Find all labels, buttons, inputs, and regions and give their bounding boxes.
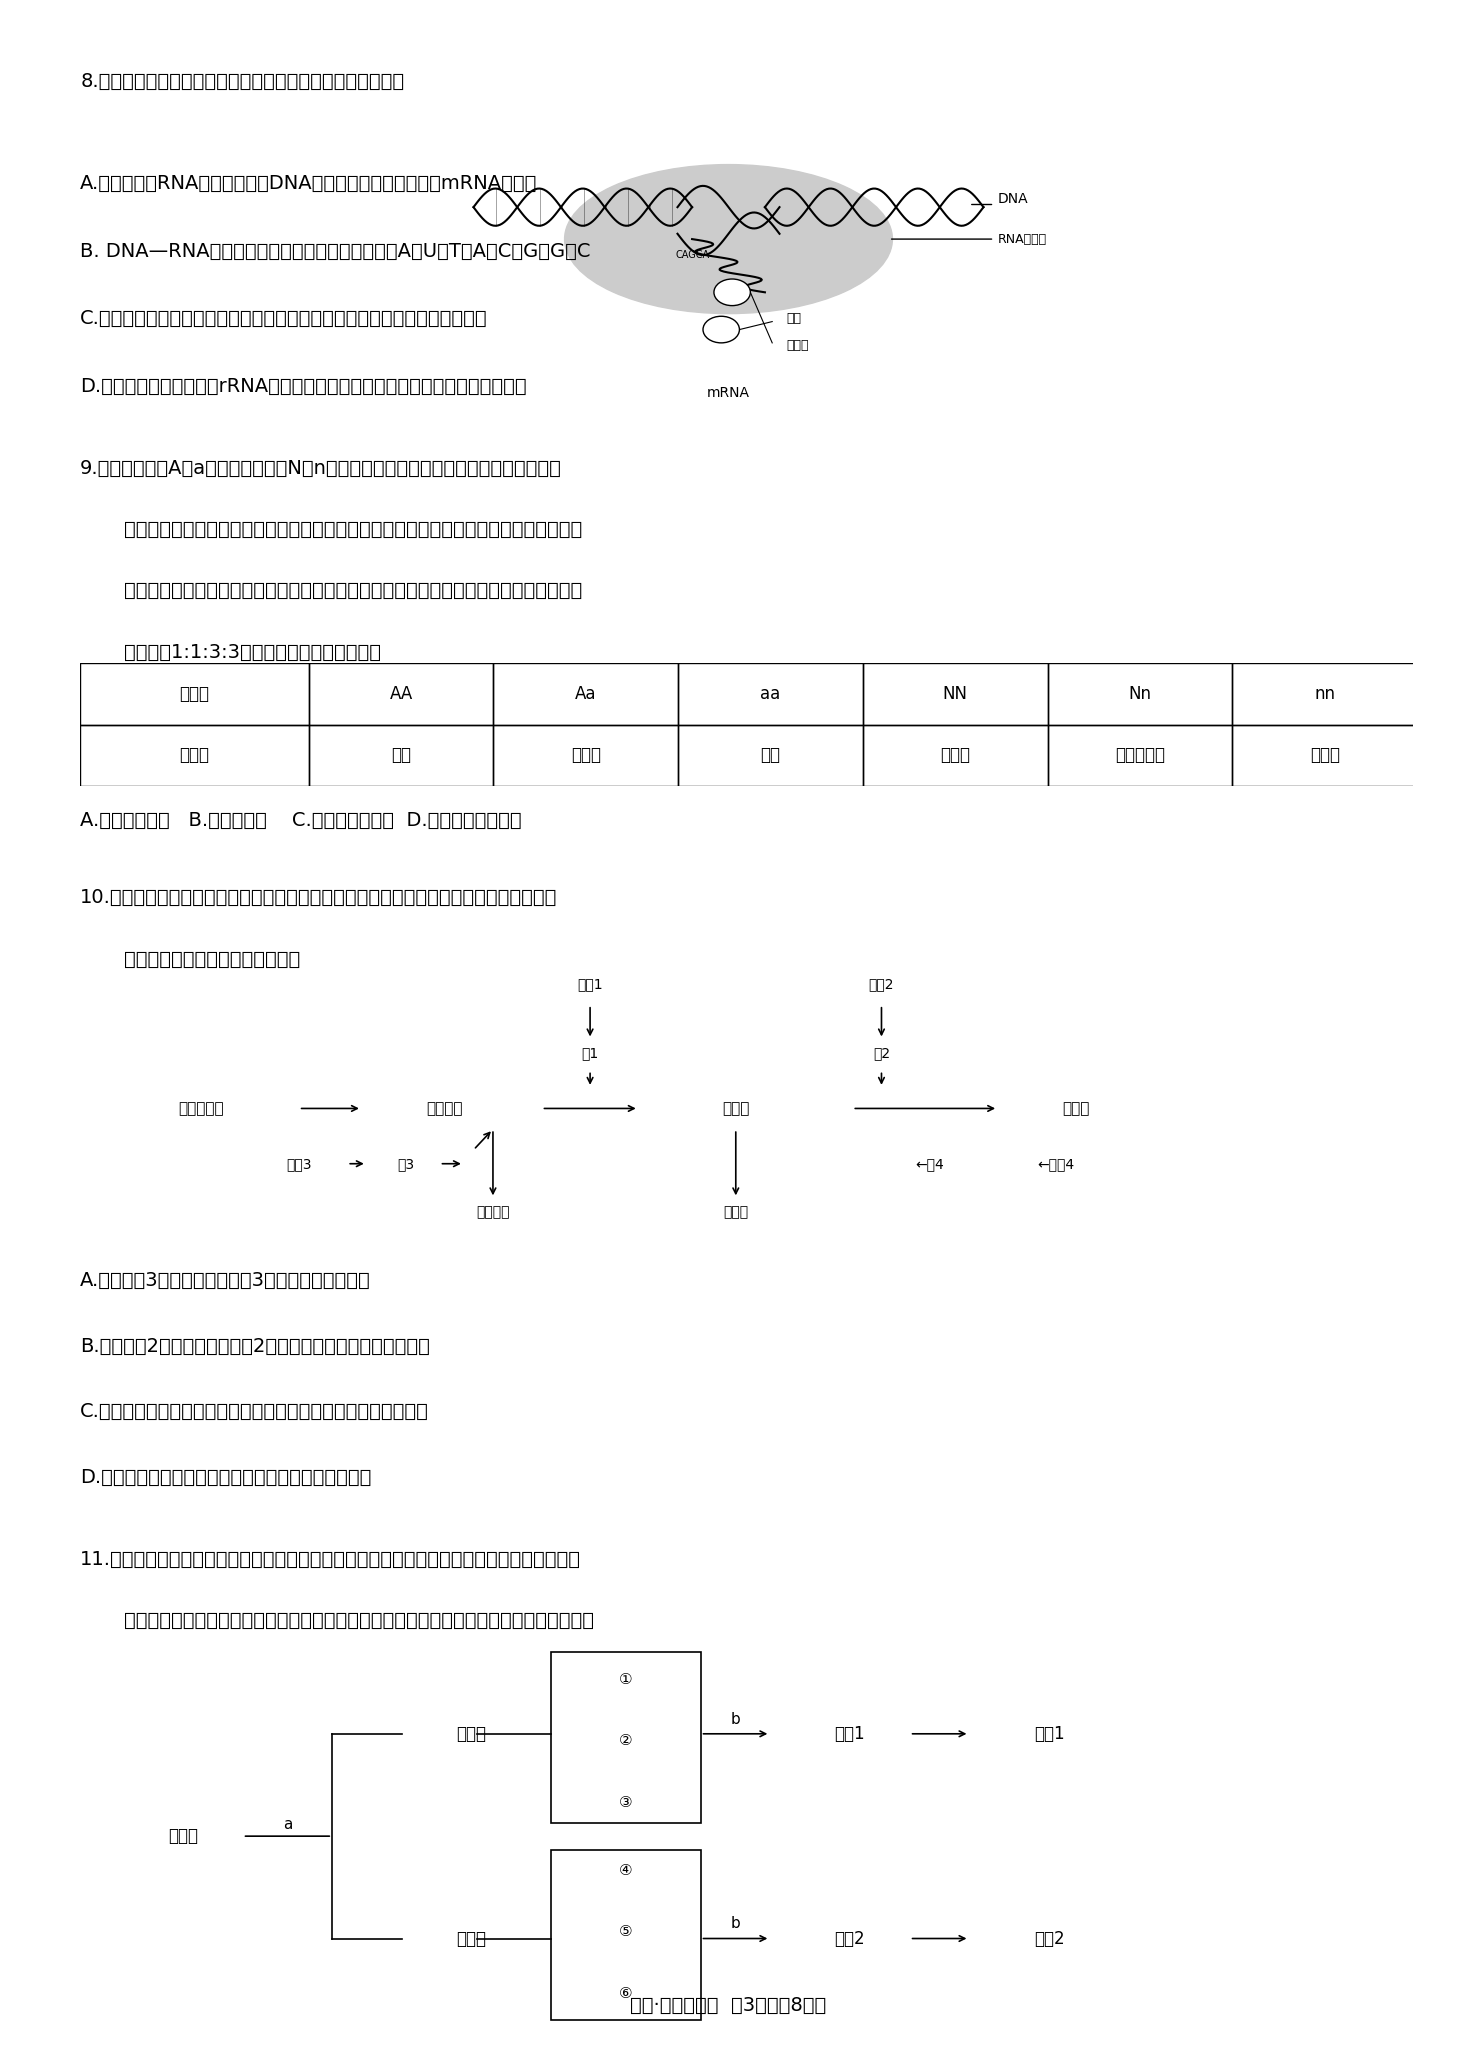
Text: D.由苯丙氨酸合成多巴胺的过程受多对等位基因的控制: D.由苯丙氨酸合成多巴胺的过程受多对等位基因的控制 [80,1468,372,1486]
Text: 苯丙酮酸: 苯丙酮酸 [476,1206,510,1220]
Text: 基因型: 基因型 [179,686,210,702]
Text: C.这些基因通过控制酶的合成来控制代谢过程，从而控制生物性状: C.这些基因通过控制酶的合成来控制代谢过程，从而控制生物性状 [80,1402,428,1421]
Text: 物种1: 物种1 [1033,1726,1065,1742]
Text: 粉红色: 粉红色 [571,747,600,764]
Text: 所得后代表现型及其比例为：粉红色中间型花瓣：粉红色宽花瓣：白色中间型花瓣：白色: 所得后代表现型及其比例为：粉红色中间型花瓣：粉红色宽花瓣：白色中间型花瓣：白色 [124,581,583,600]
Text: ②: ② [619,1734,632,1748]
Text: A.人体基因3突变导致缺乏酵㌉3可能导致苯丙酮尿症: A.人体基因3突变导致缺乏酵㌉3可能导致苯丙酮尿症 [80,1271,372,1290]
Text: b: b [730,1916,740,1930]
Bar [1233,663,1418,725]
Text: ③: ③ [619,1795,632,1810]
Text: b: b [730,1711,740,1726]
Text: DNA: DNA [998,192,1029,207]
Text: B.人体基因2突变导致缺乏酵㌉2会使黑色素合成受阻而患白化病: B.人体基因2突变导致缺乏酵㌉2会使黑色素合成受阻而患白化病 [80,1337,430,1355]
Text: 高一·生物学试题  第3页（共8页）: 高一·生物学试题 第3页（共8页） [631,1996,826,2014]
Text: NN: NN [943,686,967,702]
Text: 9.某种植物基因A、a控制花色，基因N、n控制花瓣形状，其基因型和表现型的关系如下: 9.某种植物基因A、a控制花色，基因N、n控制花瓣形状，其基因型和表现型的关系如… [80,459,562,477]
Text: 宽花瓣＝1:1:3:3。该植株的表现型最可能是: 宽花瓣＝1:1:3:3。该植株的表现型最可能是 [124,643,380,661]
Text: 基因1: 基因1 [577,976,603,991]
Text: ⑥: ⑥ [619,1986,632,2000]
Text: 基因3: 基因3 [286,1157,312,1171]
Bar [1048,725,1233,786]
Text: 黑色素: 黑色素 [1062,1101,1090,1116]
Text: D.图中的核糖体组成成分rRNA可以携带不同的氨基酸参与脂水缩合反应生成多肽: D.图中的核糖体组成成分rRNA可以携带不同的氨基酸参与脂水缩合反应生成多肽 [80,377,527,395]
Text: aa: aa [761,686,781,702]
Bar [1048,663,1233,725]
Text: 原种群: 原种群 [168,1828,198,1844]
Text: mRNA: mRNA [707,387,750,401]
Text: 中间型花瓣: 中间型花瓣 [1115,747,1166,764]
Bar [494,725,678,786]
Text: CAGCA: CAGCA [675,250,710,260]
Bar [309,725,494,786]
Bar [678,725,863,786]
Text: A.该过程中，RNA聚合酶既能使DNA双螺旋解开，又能够进行mRNA的合成: A.该过程中，RNA聚合酶既能使DNA双螺旋解开，又能够进行mRNA的合成 [80,174,538,192]
Text: 白色: 白色 [761,747,781,764]
Text: 酶3: 酶3 [396,1157,414,1171]
Text: 窄花瓣: 窄花瓣 [940,747,970,764]
Text: AA: AA [389,686,412,702]
Text: 品系1: 品系1 [835,1726,865,1742]
Text: ⑤: ⑤ [619,1924,632,1939]
Bar [1233,725,1418,786]
Text: 品系2: 品系2 [835,1930,865,1947]
Text: Aa: Aa [576,686,596,702]
Text: 酶2: 酶2 [873,1046,890,1060]
Bar [80,725,309,786]
Text: B. DNA—RNA杂合双链区中碗基互补配对的方式是A－U、T－A、C－G和G－C: B. DNA—RNA杂合双链区中碗基互补配对的方式是A－U、T－A、C－G和G－… [80,242,590,260]
Circle shape [704,317,740,342]
Text: 多巴胺: 多巴胺 [723,1206,749,1220]
Text: 表，已知两对基因在非同源某色体上。某植株与白色宽花瓣植株杂交得到子代，子代测交: 表，已知两对基因在非同源某色体上。某植株与白色宽花瓣植株杂交得到子代，子代测交 [124,520,583,538]
Text: ④: ④ [619,1863,632,1877]
Text: 基因2: 基因2 [868,976,895,991]
Bar [678,663,863,725]
Text: 肽链: 肽链 [787,313,801,325]
Bar [863,725,1048,786]
Bar [309,663,494,725]
Text: a: a [283,1818,291,1832]
Text: 宽花瓣: 宽花瓣 [1310,747,1340,764]
Text: 表现型: 表现型 [179,747,210,764]
Text: 苯丙氨酸: 苯丙氨酸 [425,1101,463,1116]
Text: 物种2: 物种2 [1033,1930,1065,1947]
Text: 食物蛋白质: 食物蛋白质 [179,1101,224,1116]
Ellipse shape [564,164,892,313]
Bar [494,663,678,725]
Text: 一些代谢途径，据图分析错误的是: 一些代谢途径，据图分析错误的是 [124,950,300,968]
Text: A.粉红色窄花瓣   B.红色窄花瓣    C.白色中间型花瓣  D.粉红色中间型花瓣: A.粉红色窄花瓣 B.红色窄花瓣 C.白色中间型花瓣 D.粉红色中间型花瓣 [80,811,522,829]
Text: RNA聚合酶: RNA聚合酶 [998,233,1048,246]
Bar [551,1850,701,2020]
Bar [551,1652,701,1822]
Text: ←酶4: ←酶4 [915,1157,944,1171]
Text: 8.下图是某生物基因表达过程示意图，下列有关叙述错误的是: 8.下图是某生物基因表达过程示意图，下列有关叙述错误的是 [80,72,404,90]
Text: 种群甲: 种群甲 [456,1726,487,1742]
Text: Nn: Nn [1129,686,1151,702]
Text: 11.有学者曾假想如下情境研究隔离在物种形成中的作用：大约一万年前，某大峡谷中的松鼠被: 11.有学者曾假想如下情境研究隔离在物种形成中的作用：大约一万年前，某大峡谷中的… [80,1550,581,1568]
Text: 红色: 红色 [390,747,411,764]
Text: nn: nn [1314,686,1335,702]
Text: 种群乙: 种群乙 [456,1930,487,1947]
Bar [80,663,309,725]
Text: 核糖体: 核糖体 [787,340,809,352]
Text: 10.在人群中，多种遗传病是由人体内苯丙氨酸的代谢缺陷所致，下图是与苯丙氨酸有关的: 10.在人群中，多种遗传病是由人体内苯丙氨酸的代谢缺陷所致，下图是与苯丙氨酸有关… [80,888,558,907]
Text: 酪氨酸: 酪氨酸 [723,1101,749,1116]
Bar [863,663,1048,725]
Text: C.由图可知，该生物在基因表达的过程中，转录尚未完成即可进行翻译的过程: C.由图可知，该生物在基因表达的过程中，转录尚未完成即可进行翻译的过程 [80,309,488,328]
Text: 酶1: 酶1 [581,1046,599,1060]
Text: ←基因4: ←基因4 [1037,1157,1075,1171]
Text: 一条河流分隔成甲、乙两个种群，两个种群的演变过程如下图所示。下列有关叙述错误的是: 一条河流分隔成甲、乙两个种群，两个种群的演变过程如下图所示。下列有关叙述错误的是 [124,1611,594,1629]
Text: ①: ① [619,1672,632,1687]
Circle shape [714,278,750,305]
